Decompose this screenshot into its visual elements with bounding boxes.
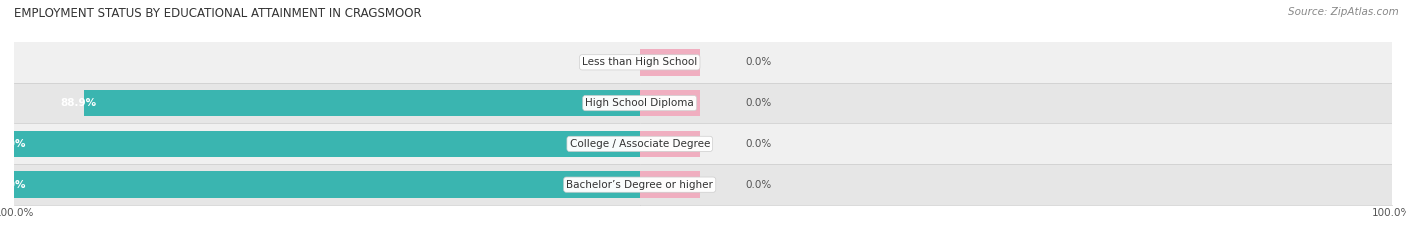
Bar bbox=[640, 164, 1392, 205]
Text: 100.0%: 100.0% bbox=[0, 180, 27, 190]
Text: 88.9%: 88.9% bbox=[60, 98, 96, 108]
Bar bbox=[640, 123, 1392, 164]
Text: 0.0%: 0.0% bbox=[745, 180, 772, 190]
Text: High School Diploma: High School Diploma bbox=[585, 98, 695, 108]
Bar bbox=[640, 49, 700, 75]
Bar bbox=[14, 123, 640, 164]
Bar bbox=[640, 83, 1392, 123]
Bar bbox=[14, 171, 640, 198]
Text: 0.0%: 0.0% bbox=[745, 57, 772, 67]
Text: 0.0%: 0.0% bbox=[745, 139, 772, 149]
Text: 0.0%: 0.0% bbox=[627, 57, 654, 67]
Text: Bachelor’s Degree or higher: Bachelor’s Degree or higher bbox=[567, 180, 713, 190]
Text: 100.0%: 100.0% bbox=[0, 139, 27, 149]
Bar bbox=[14, 164, 640, 205]
Text: College / Associate Degree: College / Associate Degree bbox=[569, 139, 710, 149]
Text: Source: ZipAtlas.com: Source: ZipAtlas.com bbox=[1288, 7, 1399, 17]
Text: 0.0%: 0.0% bbox=[745, 98, 772, 108]
Bar bbox=[640, 90, 700, 116]
Text: Less than High School: Less than High School bbox=[582, 57, 697, 67]
Bar bbox=[640, 42, 1392, 83]
Bar bbox=[640, 171, 700, 198]
Bar bbox=[640, 131, 700, 157]
Bar bbox=[83, 90, 640, 116]
Bar bbox=[14, 42, 640, 83]
Bar bbox=[14, 83, 640, 123]
Text: EMPLOYMENT STATUS BY EDUCATIONAL ATTAINMENT IN CRAGSMOOR: EMPLOYMENT STATUS BY EDUCATIONAL ATTAINM… bbox=[14, 7, 422, 20]
Bar bbox=[14, 131, 640, 157]
